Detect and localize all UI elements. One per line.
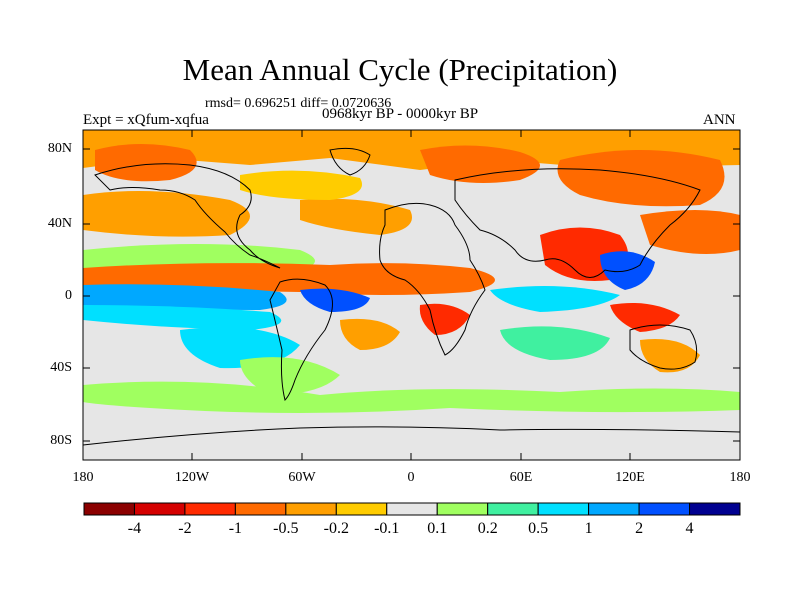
colorbar-label: 0.1 <box>427 520 448 537</box>
colorbar-swatch <box>436 502 489 516</box>
colorbar-swatch <box>83 502 135 516</box>
field-satl-orange <box>340 318 400 350</box>
lon-label-60e: 60E <box>509 470 533 485</box>
colorbar-label: 0.2 <box>477 520 498 537</box>
colorbar-swatch <box>234 502 287 516</box>
colorbar-swatch <box>588 502 640 516</box>
field-africa-red <box>419 303 470 335</box>
field-nh-mid-orange <box>83 191 250 237</box>
stats-line: rmsd= 0.696251 diff= 0.0720636 <box>205 96 392 111</box>
lon-label-120e: 120E <box>615 470 645 485</box>
field-nh-mid-orange-2 <box>300 198 412 235</box>
colorbar-swatch <box>638 502 691 516</box>
colorbar-label: -1 <box>228 520 243 537</box>
field-npac-red <box>640 210 740 254</box>
lat-label-40n: 40N <box>47 216 72 231</box>
lon-label-60w: 60W <box>288 470 316 485</box>
field-nh-red-3 <box>557 150 725 207</box>
lat-label-80n: 80N <box>47 141 72 156</box>
colorbar-label: 2 <box>635 520 644 537</box>
colorbar-swatch <box>386 502 438 516</box>
coastlines <box>83 147 740 446</box>
lat-label-0: 0 <box>65 288 72 303</box>
colorbar-swatch <box>335 502 388 516</box>
colorbar <box>83 502 741 516</box>
season-label: ANN <box>703 112 736 128</box>
field-nh-red-2 <box>420 145 540 184</box>
field-eq-cyan-band <box>83 305 282 330</box>
map-frame <box>82 129 741 461</box>
lat-ticks <box>83 148 740 442</box>
coast-north-america <box>94 163 281 269</box>
field-io-cyan <box>490 286 620 312</box>
colorbar-swatch <box>184 502 236 516</box>
colorbar-label: -0.2 <box>323 520 349 537</box>
colorbar-label: -2 <box>178 520 192 537</box>
colorbar-label: -0.5 <box>273 520 299 537</box>
colorbar-swatch <box>537 502 590 516</box>
colorbar-label: -4 <box>127 520 142 537</box>
field-aus-orange <box>640 339 700 373</box>
field-nh-yellow <box>240 170 362 200</box>
field-nh-red-1 <box>95 144 197 182</box>
colorbar-swatch <box>133 502 186 516</box>
field-eq-blue-band <box>83 284 287 310</box>
coast-antarctica <box>83 426 740 446</box>
lon-label-0: 0 <box>407 470 415 485</box>
colorbar-label: 0.5 <box>528 520 549 537</box>
lon-ticks <box>191 130 631 460</box>
experiment-label: Expt = xQfum-xqfua <box>83 112 209 128</box>
colorbar-label: 4 <box>685 520 694 537</box>
coast-south-america <box>269 278 333 401</box>
precip-difference-field <box>83 130 740 460</box>
coast-australia <box>629 324 698 370</box>
lon-label-180e: 180 <box>729 470 751 485</box>
colorbar-swatch <box>285 502 337 516</box>
colorbar-swatch <box>487 502 539 516</box>
lat-label-80s: 80S <box>50 433 72 448</box>
field-atl-blue <box>300 288 370 312</box>
field-sio-teal <box>500 326 610 360</box>
colorbar-label: 1 <box>584 520 593 537</box>
coast-europe-africa <box>379 202 486 356</box>
chart-title: Mean Annual Cycle (Precipitation) <box>182 52 618 87</box>
coast-asia <box>454 168 701 278</box>
coast-greenland <box>329 147 371 176</box>
lat-label-40s: 40S <box>50 360 72 375</box>
period-label: 0968kyr BP - 0000kyr BP <box>321 106 479 122</box>
field-sam-green <box>240 357 340 395</box>
lon-label-180w: 180 <box>72 470 94 485</box>
field-so-green <box>83 381 740 413</box>
colorbar-label: -0.1 <box>374 520 400 537</box>
colorbar-swatch <box>689 502 741 516</box>
lon-label-120w: 120W <box>174 470 210 485</box>
